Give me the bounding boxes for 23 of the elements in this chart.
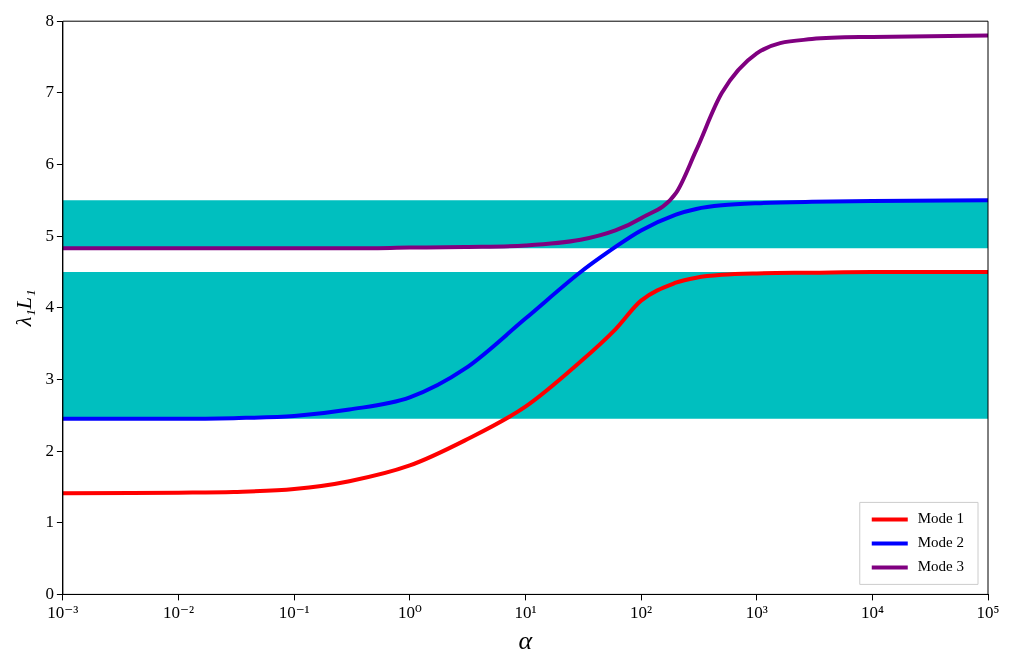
x-tick-label: 10⁻² bbox=[163, 603, 195, 623]
y-tick-label: 3 bbox=[45, 368, 54, 388]
y-tick-label: 6 bbox=[45, 153, 54, 173]
legend-label: Mode 2 bbox=[917, 534, 964, 551]
legend-label: Mode 3 bbox=[917, 558, 964, 575]
x-tick-label: 10⁻³ bbox=[47, 603, 79, 623]
y-tick-label: 5 bbox=[45, 225, 54, 245]
x-tick-label: 10⁻¹ bbox=[278, 603, 310, 623]
y-tick-label: 0 bbox=[45, 583, 54, 603]
legend-label: Mode 1 bbox=[917, 510, 964, 527]
x-tick-label: 10¹ bbox=[514, 603, 537, 623]
y-tick-label: 7 bbox=[45, 82, 55, 102]
x-tick-label: 10³ bbox=[745, 603, 768, 623]
y-axis-title: λ₁L₁ bbox=[10, 289, 36, 328]
y-tick-label: 1 bbox=[45, 512, 54, 532]
y-tick-label: 4 bbox=[45, 297, 55, 317]
x-tick-label: 10⁵ bbox=[976, 603, 1000, 623]
x-axis-title: α bbox=[518, 626, 534, 656]
x-tick-label: 10⁰ bbox=[397, 603, 422, 623]
y-tick-label: 2 bbox=[45, 440, 54, 460]
x-tick-label: 10² bbox=[630, 603, 653, 623]
y-tick-label: 8 bbox=[45, 10, 54, 30]
x-tick-label: 10⁴ bbox=[860, 603, 884, 623]
